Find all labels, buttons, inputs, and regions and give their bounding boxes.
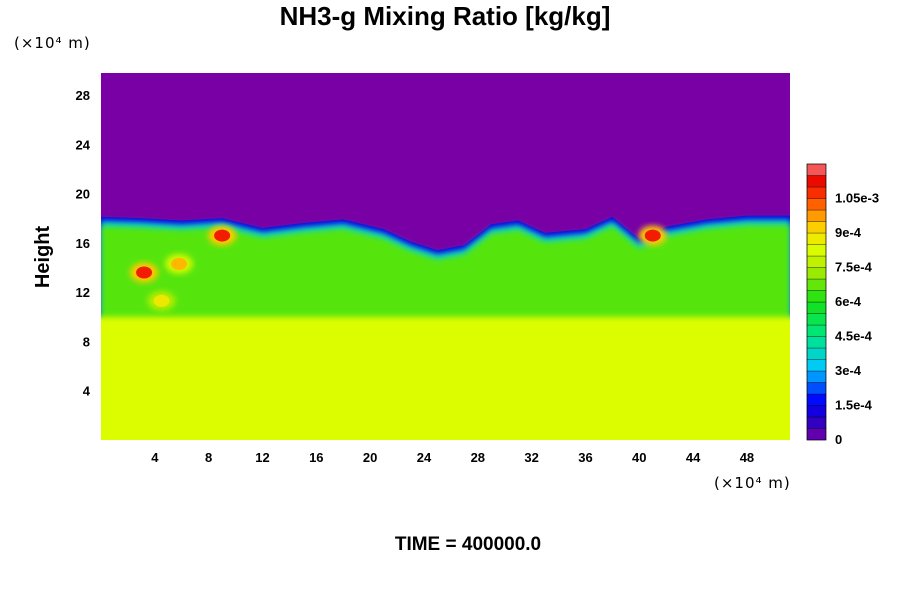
- x-tick-label: 48: [740, 450, 754, 465]
- x-unit-label: (×10⁴ m): [714, 474, 791, 492]
- colorbar-segment: [806, 255, 827, 268]
- colorbar-segment: [806, 359, 827, 372]
- colorbar-label: 1.05e-3: [835, 191, 879, 206]
- chart-title: NH3-g Mixing Ratio [kg/kg]: [280, 1, 611, 31]
- colorbar-segment: [806, 198, 827, 211]
- colorbar-segment: [806, 278, 827, 291]
- high-value-cell: [638, 225, 667, 246]
- y-tick-label: 16: [76, 236, 90, 251]
- x-tick-label: 28: [471, 450, 485, 465]
- colorbar-label: 1.5e-4: [835, 398, 873, 413]
- colorbar-label: 3e-4: [835, 363, 862, 378]
- colorbar-segment: [806, 382, 827, 395]
- colorbar-segment: [806, 336, 827, 349]
- colorbar-segment: [806, 393, 827, 406]
- y-unit-label: (×10⁴ m): [14, 34, 91, 52]
- colorbar-frame: [806, 163, 827, 441]
- x-tick-label: 16: [309, 450, 323, 465]
- x-tick-label: 40: [632, 450, 646, 465]
- x-tick-label: 20: [363, 450, 377, 465]
- colorbar-segment: [806, 301, 827, 314]
- colorbar-label: 9e-4: [835, 225, 862, 240]
- colorbar-segment: [806, 232, 827, 245]
- colorbar-label: 6e-4: [835, 294, 862, 309]
- cell-core: [136, 266, 153, 279]
- cell-core: [214, 229, 231, 242]
- colorbar-segment: [806, 209, 827, 222]
- colorbar: 0 1.5e-4 3e-4 4.5e-4 6e-4 7.5e-4 9e-4 1.05e-3: [806, 163, 879, 447]
- cell-core: [644, 229, 661, 242]
- colorbar-segment: [806, 244, 827, 257]
- plot-area: [101, 73, 790, 440]
- x-tick-label: 24: [417, 450, 432, 465]
- y-tick-label: 20: [76, 187, 90, 202]
- high-value-cell: [208, 225, 237, 246]
- colorbar-segment: [806, 186, 827, 199]
- high-value-cell: [130, 262, 159, 283]
- colorbar-segment: [806, 163, 827, 176]
- lower-layer-core: [101, 328, 790, 440]
- colorbar-segment: [806, 405, 827, 418]
- x-tick-label: 4: [151, 450, 159, 465]
- y-axis-label: Height: [32, 226, 54, 289]
- colorbar-segment: [806, 267, 827, 280]
- time-label: TIME = 400000.0: [395, 534, 541, 555]
- y-tick-label: 12: [76, 285, 90, 300]
- x-tick-label: 44: [686, 450, 701, 465]
- colorbar-segment: [806, 416, 827, 429]
- colorbar-segment: [806, 313, 827, 326]
- high-value-cell: [147, 290, 176, 311]
- colorbar-segment: [806, 221, 827, 234]
- y-tick-labels: 4 8 12 16 20 24 28: [76, 88, 91, 399]
- x-tick-label: 8: [205, 450, 212, 465]
- colorbar-segment: [806, 175, 827, 188]
- x-tick-label: 36: [578, 450, 592, 465]
- colorbar-segment: [806, 428, 827, 441]
- cell-core: [171, 257, 188, 270]
- y-tick-label: 28: [76, 88, 90, 103]
- y-tick-label: 8: [83, 334, 90, 349]
- cell-core: [153, 294, 170, 307]
- colorbar-label: 0: [835, 432, 842, 447]
- colorbar-label: 7.5e-4: [835, 260, 873, 275]
- high-value-cell: [165, 253, 194, 274]
- colorbar-segment: [806, 324, 827, 337]
- colorbar-segment: [806, 347, 827, 360]
- x-tick-labels: 4 8 12 16 20 24 28 32 36 40 44 48: [151, 450, 754, 465]
- x-tick-label: 12: [255, 450, 269, 465]
- x-tick-label: 32: [524, 450, 538, 465]
- colorbar-segment: [806, 370, 827, 383]
- y-tick-label: 24: [76, 137, 91, 152]
- colorbar-segment: [806, 290, 827, 303]
- colorbar-label: 4.5e-4: [835, 329, 873, 344]
- y-tick-label: 4: [83, 384, 91, 399]
